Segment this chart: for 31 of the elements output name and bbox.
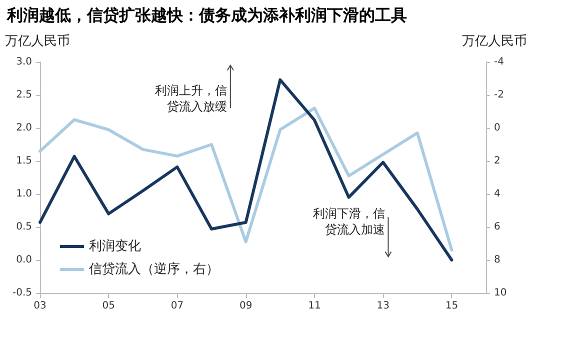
y-tick-label: 0.5 [16,222,32,232]
y-tick-label: 1.0 [16,188,32,200]
y2-tick-label: 8 [494,254,500,266]
chart-title: 利润越低，信贷扩张越快：债务成为添补利润下滑的工具 [6,6,407,24]
line-series [38,78,454,262]
x-tick-label: 03 [34,300,46,312]
x-tick-label: 05 [102,300,115,312]
y-tick-label: 3.0 [16,56,32,68]
x-tick-label: 11 [308,300,321,312]
legend-label: 利润变化 [89,239,141,254]
y2-tick-label: 10 [494,288,507,298]
annotation: 利润下滑，信贷流入加速 [312,206,385,237]
y2-tick-label: 6 [494,222,500,232]
legend-label: 信贷流入（逆序，右） [89,261,219,277]
y2-tick-label: 4 [494,188,500,200]
y-tick-label: 0.0 [16,254,32,266]
x-tick-label: 13 [376,300,390,312]
x-tick-label: 09 [239,300,252,312]
y-tick-label: -0.5 [12,288,32,298]
y2-tick-label: 0 [494,122,500,134]
y2-axis-title: 万亿人民币 [462,34,527,49]
y2-tick-label: -4 [494,56,504,68]
y-tick-label: 2.0 [16,122,32,134]
y2-tick-label: -2 [494,90,504,100]
y-tick-label: 2.5 [16,90,32,100]
y-tick-label: 1.5 [16,156,32,166]
y-axis-title: 万亿人民币 [5,34,70,49]
x-tick-label: 07 [170,300,184,312]
annotation: 利润上升，信贷流入放缓 [154,83,227,114]
y2-tick-label: 2 [494,156,500,166]
x-tick-label: 15 [445,300,458,312]
